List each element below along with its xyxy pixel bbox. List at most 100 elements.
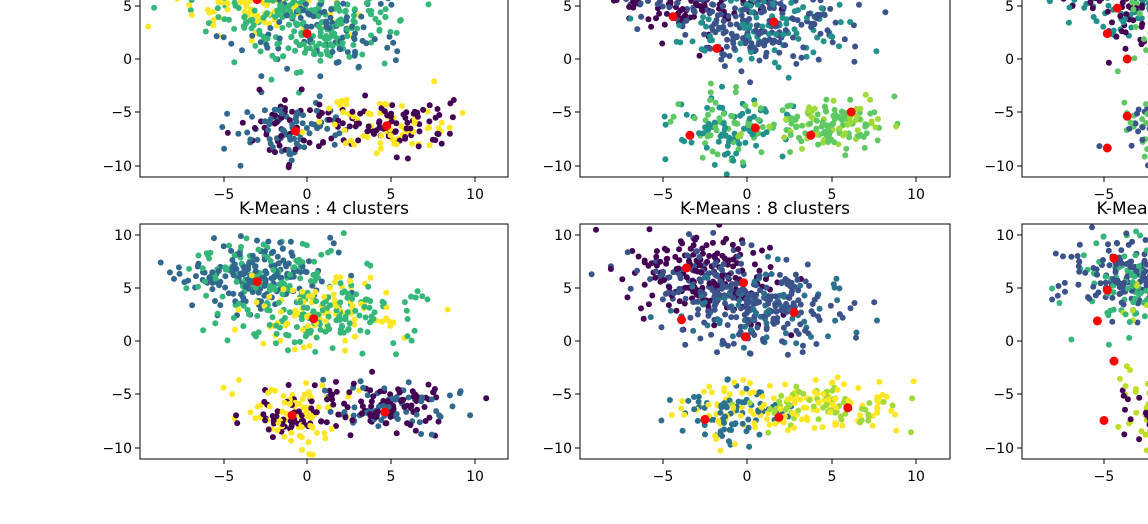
data-point [1056, 300, 1063, 306]
data-point [1129, 238, 1136, 245]
data-point [335, 249, 342, 256]
y-tick-label: 5 [1005, 0, 1014, 15]
data-point [185, 277, 192, 284]
data-point [303, 125, 310, 131]
data-point [298, 424, 305, 431]
data-point [756, 272, 763, 279]
data-point [355, 137, 362, 144]
data-point [438, 119, 445, 126]
data-point [356, 120, 363, 127]
data-point [1090, 14, 1097, 20]
data-point [337, 274, 344, 281]
centroid-point [677, 315, 686, 325]
data-point [718, 404, 725, 411]
x-tick-label: 10 [466, 187, 484, 203]
data-point [722, 413, 728, 420]
data-point [751, 332, 758, 338]
data-point [299, 288, 306, 295]
data-point [207, 249, 214, 256]
data-point [674, 0, 680, 7]
data-point [758, 149, 765, 156]
data-point [188, 12, 195, 18]
data-point [403, 408, 410, 415]
data-point [721, 51, 728, 58]
data-point [690, 7, 697, 14]
data-point [706, 270, 713, 277]
data-point [275, 419, 282, 426]
data-point [214, 5, 221, 12]
data-point [286, 309, 293, 316]
data-point [1127, 367, 1134, 373]
data-point [438, 140, 445, 147]
data-point [394, 416, 401, 422]
data-point [1076, 258, 1083, 265]
centroid-point [843, 403, 853, 413]
data-point [735, 268, 742, 275]
data-point [252, 263, 259, 270]
data-point [260, 411, 267, 418]
data-point [303, 269, 310, 276]
data-point [735, 133, 742, 140]
data-point [446, 130, 453, 137]
data-point [459, 110, 466, 116]
data-point [217, 278, 224, 285]
data-point [264, 254, 271, 260]
data-point [676, 246, 683, 253]
data-point [711, 161, 718, 168]
data-point [663, 256, 670, 262]
data-point [839, 422, 846, 429]
data-point [829, 39, 836, 46]
y-tick-label: 0 [563, 334, 572, 350]
data-point [1062, 288, 1068, 295]
data-point [383, 420, 390, 427]
data-point [742, 323, 748, 330]
data-point [288, 437, 295, 444]
data-point [217, 302, 224, 309]
data-point [360, 24, 367, 31]
data-point [426, 124, 433, 131]
data-point [351, 6, 358, 13]
data-point [368, 403, 375, 410]
data-point [370, 315, 377, 322]
scatter-points [588, 224, 917, 454]
data-point [309, 282, 316, 289]
data-point [366, 304, 373, 311]
data-point [359, 37, 366, 44]
data-point [784, 320, 791, 327]
data-point [265, 127, 272, 133]
data-point [418, 398, 425, 405]
data-point [316, 101, 323, 108]
data-point [271, 120, 278, 127]
data-point [330, 401, 337, 408]
centroid-point [309, 314, 319, 324]
data-point [412, 427, 419, 434]
data-point [231, 252, 238, 259]
data-point [1094, 271, 1101, 278]
data-point [261, 292, 268, 299]
data-point [759, 124, 766, 130]
data-point [223, 265, 230, 272]
data-point [299, 129, 306, 136]
data-point [430, 389, 437, 396]
data-point [838, 115, 845, 122]
data-point [1116, 291, 1123, 297]
data-point [298, 316, 305, 323]
data-point [802, 278, 809, 285]
data-point [194, 263, 201, 270]
data-point [328, 135, 335, 142]
data-point [1061, 279, 1068, 286]
data-point [404, 119, 411, 126]
data-point [412, 294, 419, 301]
data-point [759, 23, 766, 30]
data-point [874, 409, 881, 416]
data-point [387, 28, 394, 35]
data-point [351, 141, 358, 148]
data-point [746, 16, 753, 22]
data-point [323, 419, 330, 426]
data-point [738, 12, 745, 19]
data-point [275, 299, 282, 306]
data-point [202, 278, 208, 285]
data-point [659, 40, 666, 47]
data-point [681, 411, 688, 418]
data-point [783, 20, 790, 27]
